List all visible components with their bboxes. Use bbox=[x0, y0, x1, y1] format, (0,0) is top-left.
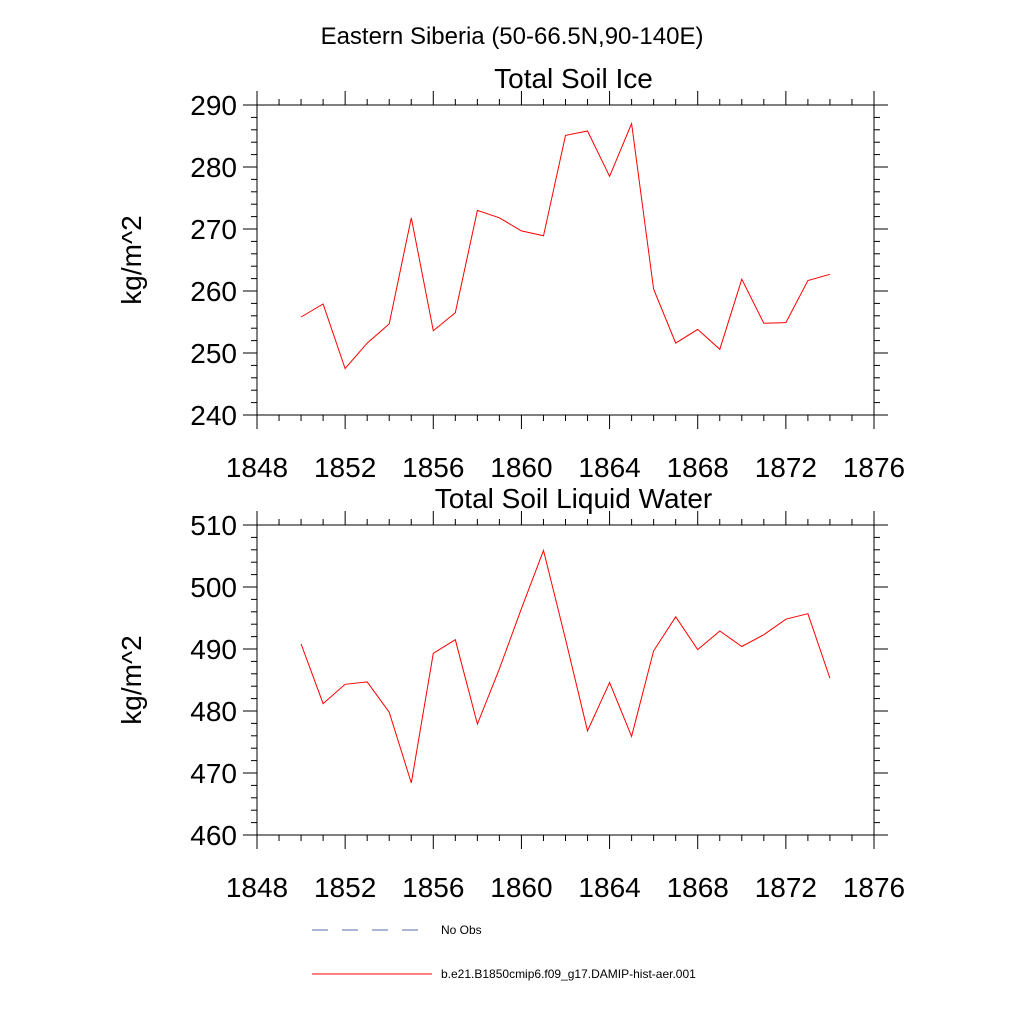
x-tick-label: 1864 bbox=[578, 452, 640, 483]
y-tick-label: 510 bbox=[190, 510, 237, 541]
x-tick-label: 1868 bbox=[667, 872, 729, 903]
x-tick-label: 1848 bbox=[226, 872, 288, 903]
x-tick-label: 1864 bbox=[578, 872, 640, 903]
x-tick-label: 1872 bbox=[755, 872, 817, 903]
y-axis-label: kg/m^2 bbox=[116, 635, 147, 724]
chart-panel-2: 1848 1852 1856 1860 1864 1868 1872 1876 460 470 48… bbox=[116, 483, 905, 903]
y-tick-label: 280 bbox=[190, 152, 237, 183]
panel-title: Total Soil Ice bbox=[494, 63, 653, 94]
legend-label-model: b.e21.B1850cmip6.f09_g17.DAMIP-hist-aer.… bbox=[441, 967, 696, 981]
legend-label-obs: No Obs bbox=[441, 923, 482, 937]
y-tick-label: 500 bbox=[190, 572, 237, 603]
y-tick-label: 240 bbox=[190, 400, 237, 431]
y-tick-label: 490 bbox=[190, 634, 237, 665]
y-tick-label: 260 bbox=[190, 276, 237, 307]
panel-title: Total Soil Liquid Water bbox=[435, 483, 713, 514]
x-tick-label: 1852 bbox=[314, 872, 376, 903]
y-tick-label: 270 bbox=[190, 214, 237, 245]
chart-panel-1: 1848 1852 1856 1860 1864 1868 1872 1876 240 250 26… bbox=[116, 63, 905, 483]
y-tick-label: 470 bbox=[190, 758, 237, 789]
legend: No Obs b.e21.B1850cmip6.f09_g17.DAMIP-hi… bbox=[312, 923, 696, 981]
x-tick-label: 1860 bbox=[490, 452, 552, 483]
y-tick-label: 460 bbox=[190, 820, 237, 851]
series-line-model bbox=[300, 121, 831, 370]
y-axis-label: kg/m^2 bbox=[116, 215, 147, 304]
series-line-model bbox=[300, 548, 831, 784]
plot-frame bbox=[256, 104, 875, 416]
x-tick-label: 1852 bbox=[314, 452, 376, 483]
figure-title: Eastern Siberia (50-66.5N,90-140E) bbox=[321, 23, 704, 50]
x-tick-label: 1848 bbox=[226, 452, 288, 483]
plot-frame bbox=[256, 524, 875, 836]
x-tick-label: 1868 bbox=[667, 452, 729, 483]
x-tick-label: 1876 bbox=[843, 452, 905, 483]
x-tick-label: 1872 bbox=[755, 452, 817, 483]
y-tick-label: 480 bbox=[190, 696, 237, 727]
x-tick-label: 1876 bbox=[843, 872, 905, 903]
y-tick-label: 290 bbox=[190, 90, 237, 121]
x-tick-label: 1860 bbox=[490, 872, 552, 903]
y-tick-label: 250 bbox=[190, 338, 237, 369]
x-tick-label: 1856 bbox=[402, 452, 464, 483]
x-tick-label: 1856 bbox=[402, 872, 464, 903]
